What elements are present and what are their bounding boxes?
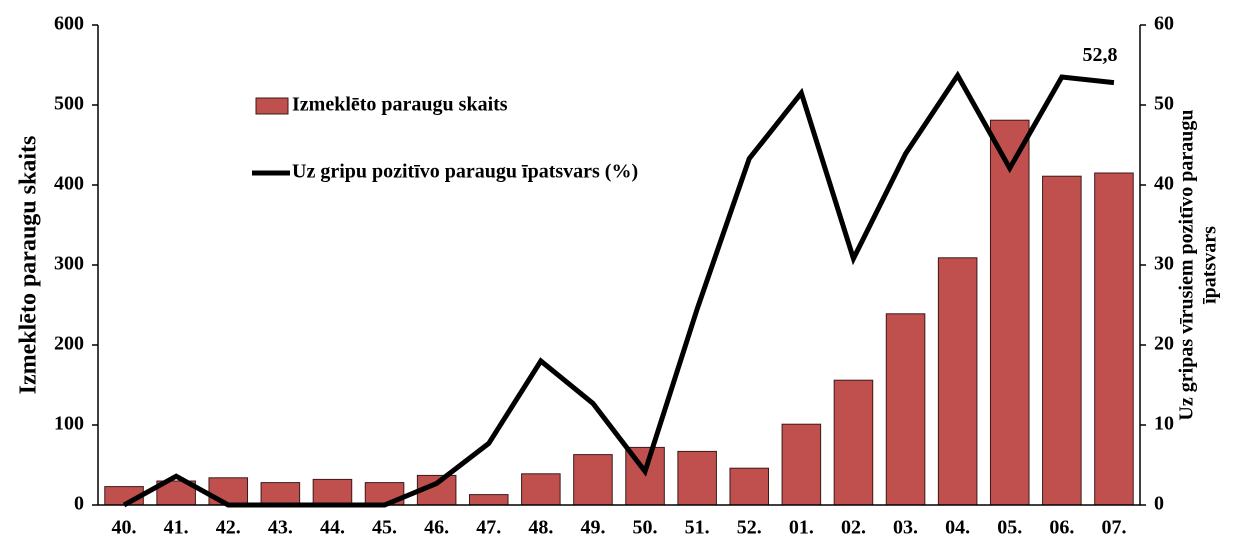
- bar: [1042, 175, 1082, 506]
- x-tick-label: 46.: [424, 517, 449, 539]
- x-tick-label: 45.: [372, 517, 397, 539]
- x-tick-label: 07.: [1101, 517, 1126, 539]
- y2-tick-label: 30: [1154, 253, 1174, 275]
- x-tick-label: 44.: [320, 517, 345, 539]
- x-tick-label: 47.: [476, 517, 501, 539]
- x-tick-label: 48.: [528, 517, 553, 539]
- x-tick-label: 04.: [945, 517, 970, 539]
- bar: [1094, 172, 1134, 506]
- bar: [208, 477, 249, 506]
- y2-tick-label: 60: [1154, 13, 1174, 35]
- bar: [885, 313, 926, 506]
- x-tick-label: 50.: [633, 517, 658, 539]
- bar: [729, 467, 770, 506]
- y-tick-label: 400: [54, 173, 84, 195]
- bar: [521, 473, 561, 506]
- y-axis-title: Izmeklēto paraugu skaits: [16, 136, 42, 395]
- x-tick-label: 02.: [841, 517, 866, 539]
- bar: [573, 454, 613, 506]
- y2-tick-label: 20: [1154, 333, 1174, 355]
- y-tick-label: 100: [54, 413, 84, 435]
- y2-axis-title: Uz gripas vīrusiem pozitīvo paraugu: [1176, 109, 1198, 420]
- x-tick-label: 06.: [1049, 517, 1074, 539]
- x-tick-label: 03.: [893, 517, 918, 539]
- x-tick-label: 42.: [216, 517, 241, 539]
- bar: [468, 494, 509, 506]
- y-tick-label: 600: [54, 13, 84, 35]
- y2-tick-label: 10: [1154, 413, 1174, 435]
- y2-axis-title: īpatsvars: [1199, 226, 1221, 305]
- x-tick-label: 52.: [737, 517, 762, 539]
- y2-tick-label: 40: [1154, 173, 1174, 195]
- y2-tick-label: 0: [1154, 493, 1164, 515]
- y-tick-label: 0: [74, 493, 84, 515]
- y2-tick-label: 50: [1154, 93, 1174, 115]
- bar: [312, 478, 353, 506]
- x-tick-label: 51.: [685, 517, 710, 539]
- y-tick-label: 500: [54, 93, 84, 115]
- bar: [937, 257, 978, 506]
- x-tick-label: 43.: [268, 517, 293, 539]
- x-tick-label: 49.: [580, 517, 605, 539]
- legend-label: Uz gripu pozitīvo paraugu īpatsvars (%): [292, 161, 638, 183]
- bar: [781, 423, 822, 506]
- legend-label: Izmeklēto paraugu skaits: [292, 94, 508, 116]
- x-tick-label: 40.: [112, 517, 137, 539]
- bar: [677, 450, 717, 506]
- x-tick-label: 01.: [789, 517, 814, 539]
- bar: [833, 379, 874, 506]
- y-tick-label: 200: [54, 333, 84, 355]
- x-tick-label: 05.: [997, 517, 1022, 539]
- bar: [989, 119, 1030, 506]
- data-label: 52,8: [1082, 44, 1117, 66]
- bar: [260, 482, 301, 506]
- legend-swatch: [255, 97, 289, 115]
- x-tick-label: 41.: [164, 517, 189, 539]
- y-tick-label: 300: [54, 253, 84, 275]
